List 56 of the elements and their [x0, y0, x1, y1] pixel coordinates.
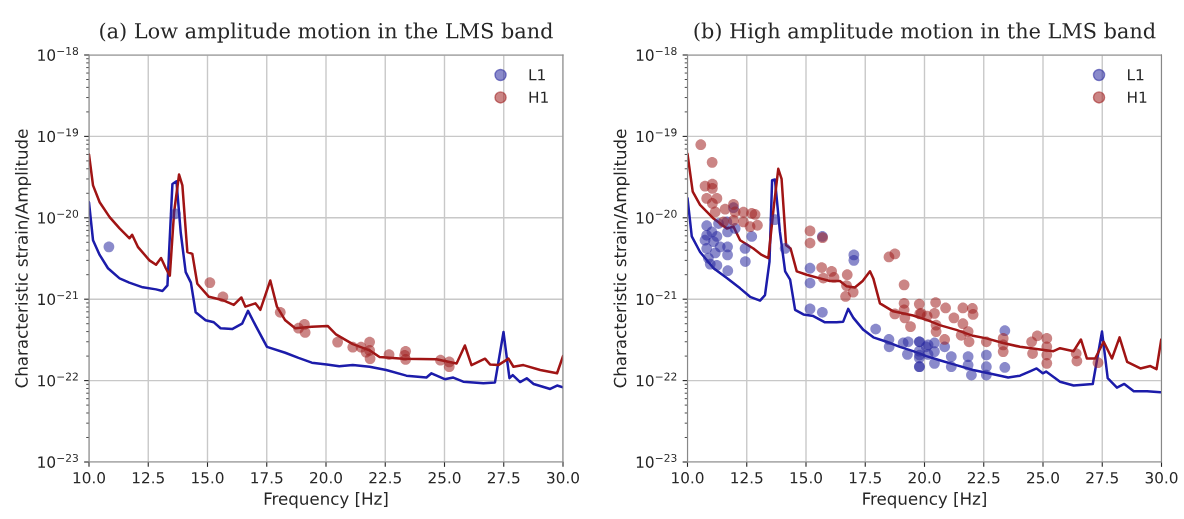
y-tick-label: 10$^{−19}$ — [636, 128, 677, 143]
x-tick-label: 10.0 — [73, 471, 105, 484]
x-tick-label: 17.5 — [251, 472, 283, 484]
y-tick-label: 10$^{−22}$ — [636, 372, 677, 387]
x-tick-label: 22.5 — [967, 471, 1000, 484]
y-axis-title: Characteristic strain/Amplitude — [613, 129, 630, 388]
y-tick-label: 10$^{−23}$ — [636, 453, 677, 468]
x-tick-label: 12.5 — [132, 471, 164, 484]
y-axis-title: Characteristic strain/Amplitude — [14, 129, 32, 388]
line-series — [89, 180, 563, 391]
point — [332, 336, 343, 348]
x-tick-label: 30.0 — [547, 471, 579, 484]
point — [274, 306, 286, 318]
y-tick-label: 10$^{−18}$ — [38, 46, 79, 61]
point — [443, 361, 455, 373]
point — [103, 241, 115, 253]
point — [204, 277, 216, 288]
x-tick-label: 25.0 — [428, 471, 461, 484]
x-tick-label: 15.0 — [192, 471, 224, 484]
x-axis-title: Frequency [Hz] — [863, 492, 986, 509]
chart-title: (b) High amplitude motion in the LMS band — [694, 22, 1156, 43]
x-tick-label: 12.5 — [731, 471, 763, 484]
point — [360, 346, 372, 358]
point — [383, 349, 395, 360]
y-tick-label: 10$^{−19}$ — [38, 128, 79, 143]
legend-label: L1 — [529, 69, 545, 81]
y-tick-label: 10$^{−21}$ — [636, 291, 677, 306]
x-tick-label: 25.0 — [1027, 471, 1059, 484]
legend-label: H1 — [1128, 91, 1147, 103]
y-tick-label: 10$^{−18}$ — [636, 46, 677, 61]
x-tick-label: 22.5 — [369, 471, 401, 484]
line-series — [89, 153, 563, 375]
x-tick-label: 27.5 — [1086, 471, 1118, 484]
x-tick-label: 27.5 — [487, 471, 520, 484]
x-tick-label: 17.5 — [849, 472, 881, 484]
x-tick-label: 30.0 — [1145, 471, 1178, 484]
x-axis-title: Frequency [Hz] — [264, 492, 388, 509]
point — [169, 208, 181, 220]
y-tick-label: 10$^{−23}$ — [38, 453, 78, 468]
y-tick-label: 10$^{−20}$ — [636, 209, 677, 224]
point — [435, 354, 446, 366]
point — [299, 327, 311, 338]
chart-title: (a) Low amplitude motion in the LMS band — [100, 22, 553, 43]
y-tick-label: 10$^{−22}$ — [38, 372, 78, 387]
point — [217, 291, 229, 303]
legend-label: L1 — [1128, 69, 1144, 81]
line-series — [687, 152, 1162, 371]
point — [399, 350, 411, 361]
y-tick-label: 10$^{−20}$ — [38, 209, 79, 224]
x-tick-label: 15.0 — [790, 471, 822, 484]
x-tick-label: 10.0 — [672, 471, 704, 484]
line-series — [687, 178, 1162, 394]
legend-label: H1 — [529, 91, 548, 103]
x-tick-label: 20.0 — [310, 471, 342, 484]
x-tick-label: 20.0 — [908, 471, 941, 484]
y-tick-label: 10$^{−21}$ — [38, 291, 78, 306]
